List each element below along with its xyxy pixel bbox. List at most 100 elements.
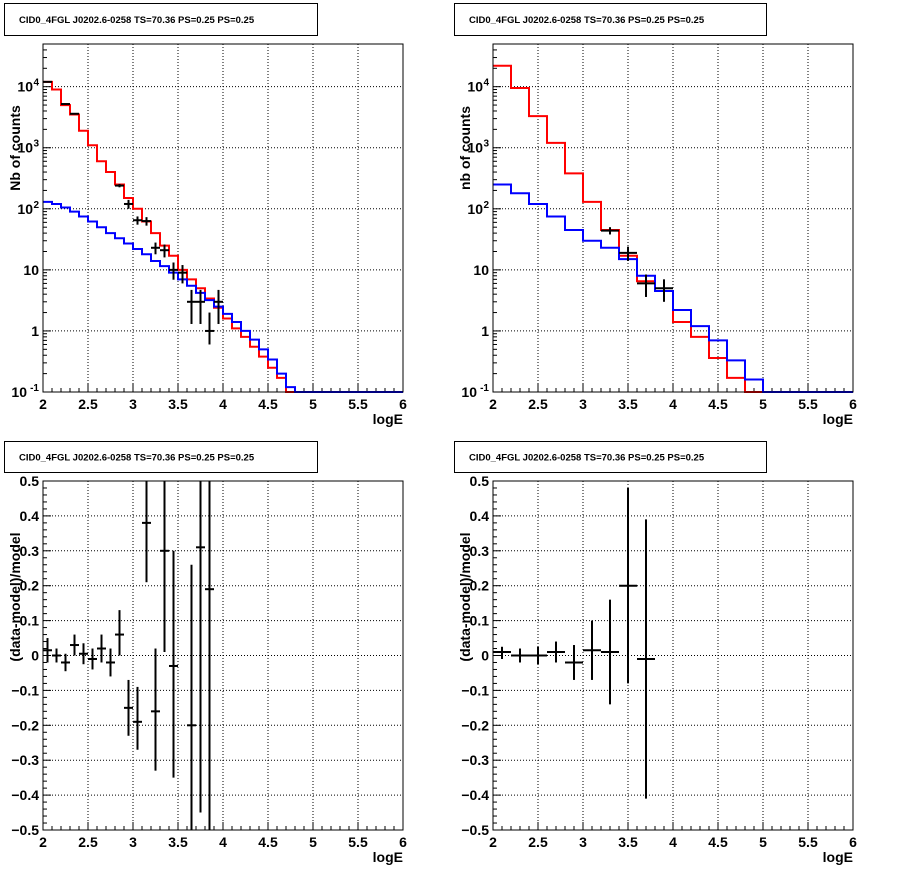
y-axis-label: nb of counts bbox=[457, 106, 473, 190]
plot-frame bbox=[42, 43, 404, 393]
data-point bbox=[214, 289, 223, 324]
data-point bbox=[601, 227, 619, 235]
data-point bbox=[169, 550, 178, 778]
y-tick-label-exponent: 2 bbox=[483, 200, 489, 211]
panel-2: CID0_4FGL J0202.6-0258 TS=70.36 PS=0.25 … bbox=[454, 3, 857, 427]
y-tick-label: 0 bbox=[31, 648, 39, 664]
x-tick-label: 6 bbox=[849, 396, 857, 412]
y-tick-label: −0.5 bbox=[461, 822, 489, 838]
plot-frame bbox=[42, 480, 404, 831]
data-point bbox=[187, 289, 196, 324]
data-point bbox=[151, 648, 160, 771]
y-tick-label: 0.3 bbox=[470, 543, 490, 559]
data-point bbox=[187, 564, 196, 830]
data-point bbox=[178, 265, 187, 284]
x-tick-label: 2 bbox=[39, 834, 47, 850]
data-point bbox=[511, 648, 529, 663]
x-tick-label: 2 bbox=[39, 396, 47, 412]
x-axis-label: logE bbox=[823, 849, 853, 865]
x-tick-label: 3.5 bbox=[168, 396, 188, 412]
data-point bbox=[43, 80, 52, 83]
data-point bbox=[115, 610, 124, 656]
y-tick-label: 10 bbox=[461, 384, 477, 400]
data-point bbox=[637, 274, 655, 297]
plot-frame bbox=[492, 480, 854, 831]
y-tick-label: −0.2 bbox=[11, 717, 39, 733]
y-tick-label: −0.3 bbox=[461, 752, 489, 768]
data-point bbox=[493, 646, 511, 659]
x-tick-label: 5.5 bbox=[348, 834, 368, 850]
data-point bbox=[97, 634, 106, 663]
chart-title-box bbox=[454, 441, 767, 473]
data-point bbox=[70, 634, 79, 656]
x-tick-label: 6 bbox=[849, 834, 857, 850]
chart-title: CID0_4FGL J0202.6-0258 TS=70.36 PS=0.25 … bbox=[469, 453, 705, 464]
y-tick-label: 0.3 bbox=[20, 543, 40, 559]
data-point bbox=[43, 638, 52, 663]
y-tick-label-exponent: 3 bbox=[33, 139, 39, 150]
data-point bbox=[142, 217, 151, 226]
y-tick-label: 10 bbox=[467, 201, 483, 217]
panel-1: CID0_4FGL J0202.6-0258 TS=70.36 PS=0.25 … bbox=[4, 3, 407, 427]
y-tick-label: 1 bbox=[31, 323, 39, 339]
x-tick-label: 4.5 bbox=[708, 834, 728, 850]
y-tick-label: 10 bbox=[23, 262, 39, 278]
chart-title-box bbox=[4, 441, 318, 473]
x-tick-label: 5 bbox=[309, 396, 317, 412]
y-tick-label-exponent: 4 bbox=[33, 78, 39, 89]
y-tick-label-exponent: -1 bbox=[30, 383, 39, 394]
data-point bbox=[160, 481, 169, 653]
chart-title: CID0_4FGL J0202.6-0258 TS=70.36 PS=0.25 … bbox=[469, 15, 705, 26]
data-point bbox=[637, 519, 655, 799]
x-tick-label: 5 bbox=[759, 396, 767, 412]
y-tick-label: 0.2 bbox=[20, 578, 40, 594]
data-point bbox=[70, 112, 79, 115]
y-tick-label: 10 bbox=[17, 79, 33, 95]
y-tick-label-exponent: -1 bbox=[480, 383, 489, 394]
data-point bbox=[61, 103, 70, 106]
y-tick-label-exponent: 3 bbox=[483, 139, 489, 150]
data-point bbox=[169, 262, 178, 280]
y-tick-label: 10 bbox=[473, 262, 489, 278]
x-tick-label: 2.5 bbox=[78, 834, 98, 850]
y-tick-label: 0.5 bbox=[470, 473, 490, 489]
chart-title-box bbox=[454, 3, 767, 36]
x-tick-label: 3.5 bbox=[618, 834, 638, 850]
series-model-line bbox=[493, 64, 853, 393]
data-point bbox=[124, 679, 133, 736]
x-axis-label: logE bbox=[373, 411, 403, 427]
x-axis-label: logE bbox=[823, 411, 853, 427]
data-point bbox=[196, 289, 205, 324]
y-tick-label: 0.4 bbox=[470, 508, 490, 524]
x-tick-label: 2.5 bbox=[528, 834, 548, 850]
x-tick-label: 2 bbox=[489, 834, 497, 850]
y-tick-label: 1 bbox=[481, 323, 489, 339]
x-tick-label: 3 bbox=[129, 834, 137, 850]
data-point bbox=[205, 312, 214, 345]
y-axis-label: Nb of counts bbox=[7, 105, 23, 191]
data-point bbox=[196, 481, 205, 813]
x-tick-label: 5.5 bbox=[798, 834, 818, 850]
data-point bbox=[133, 686, 142, 750]
x-tick-label: 4 bbox=[669, 834, 677, 850]
data-point bbox=[151, 242, 160, 255]
y-tick-label: 10 bbox=[11, 384, 27, 400]
x-tick-label: 4 bbox=[219, 834, 227, 850]
x-axis-label: logE bbox=[373, 849, 403, 865]
data-point bbox=[619, 487, 637, 684]
data-point bbox=[106, 648, 115, 677]
y-tick-label: −0.3 bbox=[11, 752, 39, 768]
data-point bbox=[529, 646, 547, 665]
y-tick-label: 0.2 bbox=[470, 578, 490, 594]
data-point bbox=[88, 648, 97, 670]
data-point bbox=[655, 279, 673, 302]
chart-title: CID0_4FGL J0202.6-0258 TS=70.36 PS=0.25 … bbox=[19, 453, 255, 464]
x-tick-label: 4.5 bbox=[258, 834, 278, 850]
data-point bbox=[547, 641, 565, 663]
x-tick-label: 5 bbox=[759, 834, 767, 850]
y-tick-label: −0.5 bbox=[11, 822, 39, 838]
x-tick-label: 4.5 bbox=[708, 396, 728, 412]
plot-frame bbox=[492, 43, 854, 393]
y-tick-label: −0.4 bbox=[11, 787, 39, 803]
data-point bbox=[160, 244, 169, 258]
